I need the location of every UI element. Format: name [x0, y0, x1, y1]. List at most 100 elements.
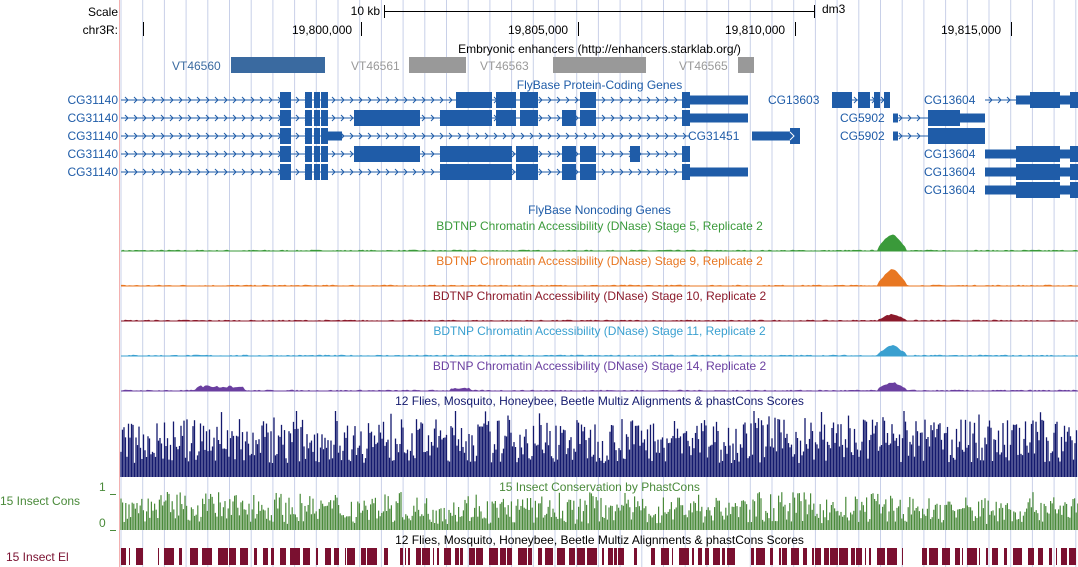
strand-arrow [664, 114, 669, 122]
strand-arrow [601, 114, 606, 122]
protein-coding-track-title[interactable]: FlyBase Protein-Coding Genes [516, 78, 683, 92]
gene-label-cg31140-4[interactable]: CG31140 [67, 147, 118, 161]
enhancer-label-vt46561[interactable]: VT46561 [351, 59, 400, 73]
enhancer-label-vt46563[interactable]: VT46563 [480, 59, 529, 73]
exon-block [321, 146, 328, 162]
strand-arrow [1006, 96, 1011, 104]
phastcons-plot[interactable] [0, 0, 1078, 535]
strand-arrow [196, 150, 201, 158]
gene-label-cg31140-2[interactable]: CG31140 [67, 111, 118, 125]
strand-arrow [259, 96, 264, 104]
strand-arrow [421, 132, 426, 140]
gene-models[interactable] [0, 0, 1078, 210]
strand-arrow [340, 114, 345, 122]
gene-label-cg13604-d[interactable]: CG13604 [924, 183, 976, 197]
strand-arrow [178, 150, 183, 158]
enhancers-track-title[interactable]: Embryonic enhancers (http://enhancers.st… [458, 42, 741, 56]
gene-label-cg31140-3[interactable]: CG31140 [67, 129, 118, 143]
conserved-element [408, 548, 410, 565]
gene-label-cg13603[interactable]: CG13603 [768, 93, 820, 107]
strand-arrow [448, 96, 453, 104]
phastcons-track-title[interactable]: 15 Insect Conservation by PhastCons [499, 480, 700, 494]
strand-arrow [358, 132, 363, 140]
conserved-element [962, 548, 963, 565]
strand-arrow [655, 132, 660, 140]
noncoding-track-title[interactable]: FlyBase Noncoding Genes [528, 203, 671, 217]
gene-label-cg13604-b[interactable]: CG13604 [924, 147, 976, 161]
conserved-element [334, 548, 339, 565]
exon-block [858, 92, 870, 108]
dnase-stage11-title[interactable]: BDTNP Chromatin Accessibility (DNase) St… [433, 324, 766, 338]
conserved-element [942, 548, 950, 565]
conserved-element [1049, 548, 1052, 565]
strand-arrow [151, 168, 156, 176]
conserved-element [1004, 548, 1007, 565]
gene-label-cg5902-b[interactable]: CG5902 [840, 129, 885, 143]
elements-track-title[interactable]: 12 Flies, Mosquito, Honeybee, Beetle Mul… [395, 533, 804, 547]
strand-arrow [241, 96, 246, 104]
enhancer-block-vt46561[interactable] [409, 57, 466, 73]
gene-label-cg31451[interactable]: CG31451 [688, 129, 740, 143]
strand-arrow [610, 168, 615, 176]
strand-arrow [664, 132, 669, 140]
exon-block [580, 110, 596, 126]
strand-arrow [331, 150, 336, 158]
strand-arrow [259, 114, 264, 122]
strand-arrow [259, 150, 264, 158]
strand-arrow [430, 150, 435, 158]
strand-arrow [439, 96, 444, 104]
strand-arrow [484, 132, 489, 140]
strand-arrow [385, 96, 390, 104]
conserved-element [967, 548, 977, 565]
exon-block [285, 146, 291, 162]
strand-arrow [646, 114, 651, 122]
dnase-signal-tracks[interactable] [0, 0, 1078, 400]
conserved-element [557, 548, 565, 565]
strand-arrow [547, 114, 552, 122]
strand-arrow [547, 96, 552, 104]
strand-arrow [394, 132, 399, 140]
conserved-element [158, 548, 159, 565]
exon-block [928, 110, 960, 126]
elements-side-label: 15 Insect El [6, 550, 69, 564]
dnase-signal [121, 382, 1078, 391]
strand-arrow [160, 114, 165, 122]
enhancer-block-vt46565[interactable] [738, 57, 754, 73]
strand-arrow [394, 168, 399, 176]
strand-arrow [655, 150, 660, 158]
exon-block [305, 110, 312, 126]
gene-label-cg13604-a[interactable]: CG13604 [924, 93, 976, 107]
multiz-track-title[interactable]: 12 Flies, Mosquito, Honeybee, Beetle Mul… [395, 394, 804, 408]
strand-arrow [673, 150, 678, 158]
dnase-stage5-title[interactable]: BDTNP Chromatin Accessibility (DNase) St… [436, 219, 763, 233]
dnase-stage14-title[interactable]: BDTNP Chromatin Accessibility (DNase) St… [432, 359, 767, 373]
enhancer-label-vt46565[interactable]: VT46565 [679, 59, 728, 73]
strand-arrow [403, 168, 408, 176]
strand-arrow [331, 114, 336, 122]
gene-label-cg31140-1[interactable]: CG31140 [67, 93, 118, 107]
multiz-conservation-plot[interactable] [0, 0, 1078, 480]
exon-block [314, 92, 320, 108]
dnase-stage10-title[interactable]: BDTNP Chromatin Accessibility (DNase) St… [432, 289, 767, 303]
exon-block [1070, 182, 1078, 198]
gene-label-cg5902-a[interactable]: CG5902 [840, 111, 885, 125]
enhancer-block-vt46560[interactable] [231, 57, 325, 73]
strand-arrow [619, 114, 624, 122]
gene-label-cg31140-5[interactable]: CG31140 [67, 165, 118, 179]
strand-arrow [223, 150, 228, 158]
strand-arrow [133, 96, 138, 104]
exon-block [752, 131, 790, 141]
gene-label-cg13604-c[interactable]: CG13604 [924, 165, 976, 179]
exon-block [305, 128, 312, 144]
enhancer-label-vt46560[interactable]: VT46560 [172, 59, 221, 73]
conserved-element [460, 548, 463, 565]
strand-arrow [214, 150, 219, 158]
strand-arrow [259, 168, 264, 176]
dnase-stage9-title[interactable]: BDTNP Chromatin Accessibility (DNase) St… [436, 254, 763, 268]
exon-block [562, 110, 576, 126]
enhancer-block-vt46563[interactable] [553, 57, 646, 73]
strand-arrow [547, 132, 552, 140]
conserved-element [902, 548, 903, 565]
